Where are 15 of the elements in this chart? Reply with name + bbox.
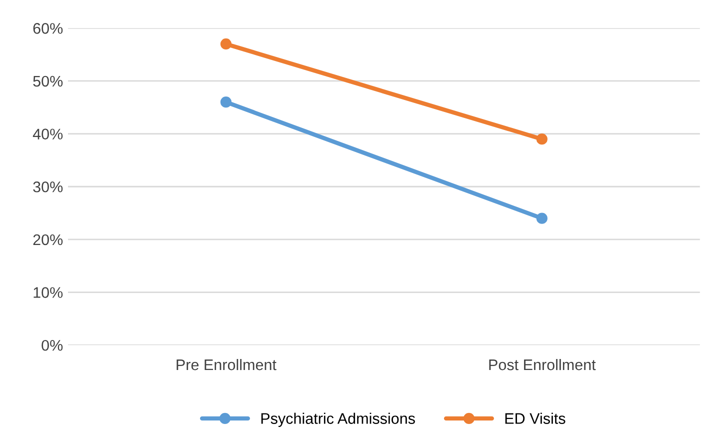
legend-label: Psychiatric Admissions — [261, 412, 415, 427]
y-tick-label: 20% — [33, 234, 63, 246]
point — [220, 96, 232, 108]
point — [536, 134, 548, 145]
x-tick-label: Pre Enrollment — [176, 358, 276, 370]
y-tick-label: 0% — [42, 340, 63, 351]
y-tick-label: 50% — [33, 76, 63, 87]
y-tick-label: 30% — [33, 181, 63, 192]
y-tick-label: 60% — [33, 23, 63, 34]
x-tick-label: Post Enrollment — [489, 358, 596, 370]
y-tick-label: 10% — [34, 287, 63, 298]
y-tick-label: 40% — [32, 128, 63, 140]
point — [220, 38, 232, 50]
legend-label: ED Visits — [505, 412, 566, 424]
point — [536, 212, 548, 224]
